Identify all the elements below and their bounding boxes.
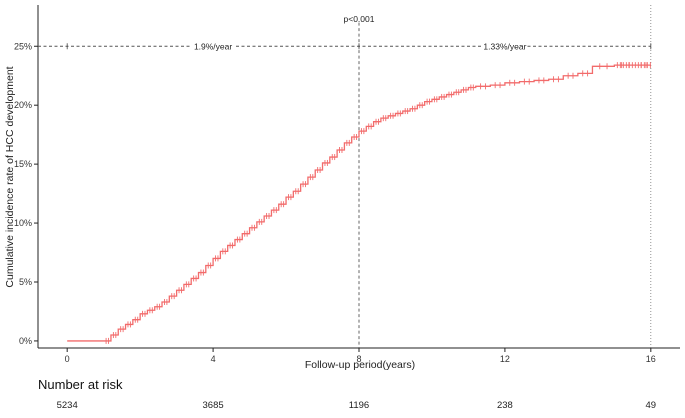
risk-value: 3685 [202, 400, 224, 411]
y-tick-label: 25% [14, 41, 32, 51]
x-tick-label: 16 [646, 354, 656, 364]
annotation-label: 1.33%/year [483, 41, 526, 51]
y-tick-label: 10% [14, 218, 32, 228]
series-layer [67, 62, 651, 344]
y-tick-label: 5% [19, 277, 32, 287]
x-tick-label: 12 [500, 354, 510, 364]
annotations: p<0.001 1.9%/year 1.33%/year [191, 14, 527, 52]
risk-value: 5234 [56, 400, 78, 411]
x-axis-title: Follow-up period(years) [305, 359, 415, 370]
x-tick-label: 4 [211, 354, 216, 364]
risk-value: 49 [645, 400, 657, 411]
x-tick-label: 0 [65, 354, 70, 364]
ticks: 0 4 8 12 16 0% 5% 10% 15% 20% 25% [14, 41, 656, 364]
km-chart: 0 4 8 12 16 0% 5% 10% 15% 20% 25% p<0.001 1.9%/year… [4, 5, 680, 370]
censor-marks [105, 62, 651, 344]
risk-table-title: Number at risk [38, 377, 123, 392]
y-tick-label: 0% [19, 336, 32, 346]
annotation-background [482, 40, 527, 52]
reference-lines [38, 5, 652, 348]
risk-value: 1196 [348, 400, 370, 411]
km-step-curve [67, 64, 651, 342]
y-tick-label: 15% [14, 159, 32, 169]
y-tick-label: 20% [14, 100, 32, 110]
annotation-label: 1.9%/year [194, 41, 232, 51]
risk-value: 238 [496, 400, 513, 411]
annotation-label: p<0.001 [344, 14, 375, 24]
y-axis-title: Cumulative incidence rate of HCC develop… [4, 66, 16, 287]
x-tick-label: 8 [356, 354, 361, 364]
annotation-background [191, 40, 236, 52]
